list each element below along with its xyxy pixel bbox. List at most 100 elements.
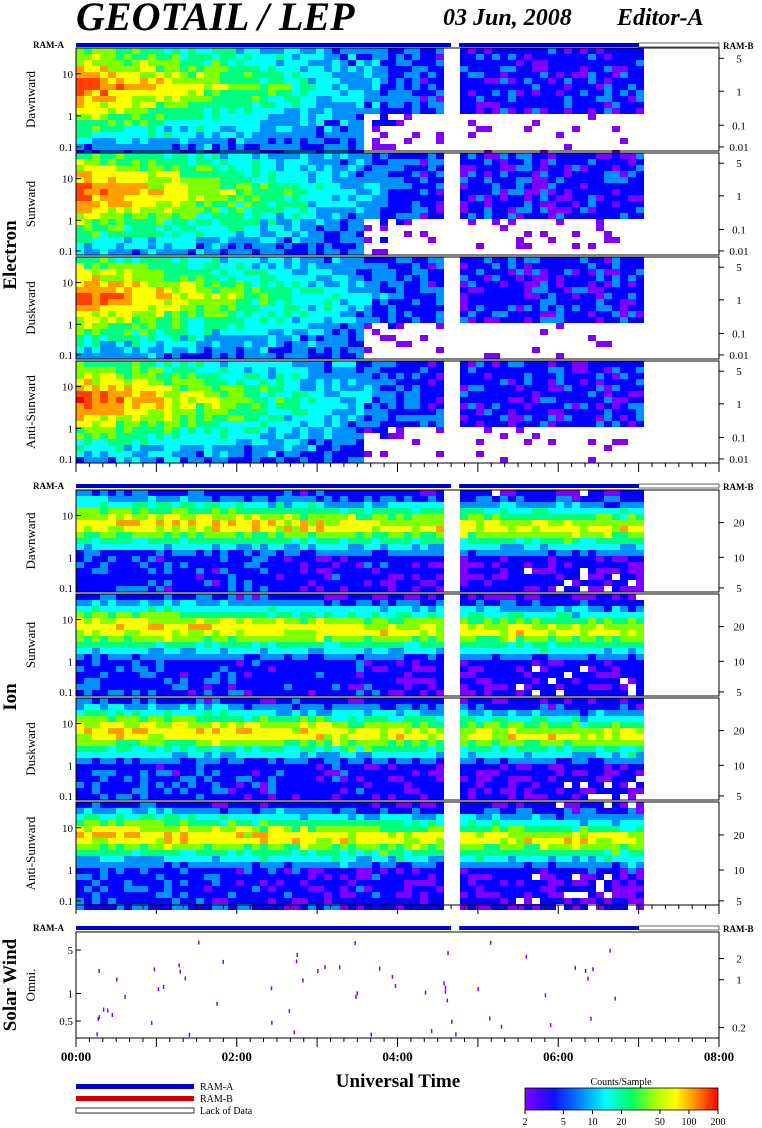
spectrogram-cell	[604, 502, 612, 508]
spectrogram-cell	[332, 287, 340, 293]
spectrogram-cell	[324, 385, 332, 391]
spectrogram-cell	[180, 538, 188, 544]
spectrogram-cells	[76, 153, 644, 255]
spectrogram-cell	[84, 90, 92, 96]
spectrogram-cell	[500, 385, 508, 391]
spectrogram-cell	[516, 538, 524, 544]
spectrogram-cell	[388, 514, 396, 520]
spectrogram-cell	[196, 353, 204, 359]
spectrogram-cell	[164, 556, 172, 562]
spectrogram-cell	[252, 550, 260, 556]
spectrogram-cell	[508, 171, 516, 177]
spectrogram-cell	[388, 66, 396, 72]
spectrogram-cell	[260, 114, 268, 120]
spectrogram-cell	[428, 299, 436, 305]
spectrogram-cell	[172, 96, 180, 102]
spectrogram-cell	[356, 281, 364, 287]
spectrogram-cell	[428, 391, 436, 397]
spectrogram-cell	[300, 60, 308, 66]
spectrogram-cell	[324, 108, 332, 114]
spectrogram-cell	[580, 293, 588, 299]
spectrogram-cell	[484, 126, 492, 132]
spectrogram-cell	[596, 299, 604, 305]
spectrogram-cell	[436, 207, 444, 213]
spectrogram-cell	[316, 502, 324, 508]
spectrogram-cell	[276, 183, 284, 189]
spectrogram-cell	[604, 385, 612, 391]
spectrogram-cell	[340, 385, 348, 391]
spectrogram-cell	[300, 409, 308, 415]
spectrogram-cell	[84, 66, 92, 72]
spectrogram-cell	[132, 257, 140, 263]
spectrogram-cell	[236, 159, 244, 165]
spectrogram-cell	[140, 526, 148, 532]
spectrogram-cell	[252, 153, 260, 159]
spectrogram-cell	[140, 231, 148, 237]
spectrogram-cell	[428, 379, 436, 385]
spectrogram-cell	[252, 84, 260, 90]
spectrogram-cell	[260, 385, 268, 391]
spectrogram-cell	[428, 305, 436, 311]
spectrogram-cell	[612, 189, 620, 195]
spectrogram-cell	[260, 177, 268, 183]
spectrogram-cell	[108, 502, 116, 508]
spectrogram-cell	[244, 415, 252, 421]
spectrogram-cell	[108, 281, 116, 287]
spectrogram-cell	[268, 508, 276, 514]
spectrogram-cell	[148, 293, 156, 299]
spectrogram-cell	[164, 237, 172, 243]
spectrogram-cell	[236, 323, 244, 329]
spectrogram-cell	[484, 317, 492, 323]
spectrogram-cell	[92, 84, 100, 90]
spectrogram-cell	[364, 72, 372, 78]
spectrogram-cell	[188, 78, 196, 84]
spectrogram-cell	[340, 84, 348, 90]
spectrogram-cell	[404, 90, 412, 96]
spectrogram-cell	[436, 427, 444, 433]
spectrogram-cell	[188, 335, 196, 341]
spectrogram-cell	[372, 514, 380, 520]
spectrogram-cell	[348, 78, 356, 84]
spectrogram-cell	[196, 427, 204, 433]
spectrogram-cell	[324, 225, 332, 231]
spectrogram-cell	[132, 72, 140, 78]
spectrogram-cell	[220, 514, 228, 520]
spectrogram-cell	[356, 177, 364, 183]
spectrogram-cell	[276, 102, 284, 108]
spectrogram-cell	[268, 120, 276, 126]
spectrogram-cell	[116, 293, 124, 299]
spectrogram-cell	[620, 490, 628, 496]
spectrogram-cell	[188, 102, 196, 108]
spectrogram-cell	[412, 78, 420, 84]
panel-label: Dawnward	[23, 70, 38, 128]
spectrogram-cell	[204, 323, 212, 329]
spectrogram-cell	[108, 403, 116, 409]
spectrogram-cell	[420, 409, 428, 415]
spectrogram-cell	[532, 305, 540, 311]
spectrogram-cell	[300, 544, 308, 550]
spectrogram-cell	[228, 391, 236, 397]
spectrogram-cell	[412, 317, 420, 323]
spectrogram-cell	[524, 421, 532, 427]
spectrogram-cell	[180, 281, 188, 287]
spectrogram-cell	[108, 409, 116, 415]
spectrogram-cell	[348, 201, 356, 207]
spectrogram-cell	[292, 72, 300, 78]
spectrogram-cell	[268, 490, 276, 496]
spectrogram-cell	[172, 153, 180, 159]
spectrogram-cell	[380, 508, 388, 514]
spectrogram-cell	[244, 538, 252, 544]
spectrogram-cell	[468, 195, 476, 201]
spectrogram-cell	[132, 189, 140, 195]
spectrogram-cell	[492, 102, 500, 108]
spectrogram-cell	[100, 213, 108, 219]
spectrogram-cell	[380, 287, 388, 293]
spectrogram-cell	[308, 409, 316, 415]
spectrogram-cell	[76, 84, 84, 90]
spectrogram-cell	[420, 311, 428, 317]
spectrogram-cell	[84, 201, 92, 207]
spectrogram-cell	[356, 514, 364, 520]
spectrogram-cell	[316, 281, 324, 287]
spectrogram-cell	[188, 144, 196, 150]
spectrogram-cell	[172, 329, 180, 335]
